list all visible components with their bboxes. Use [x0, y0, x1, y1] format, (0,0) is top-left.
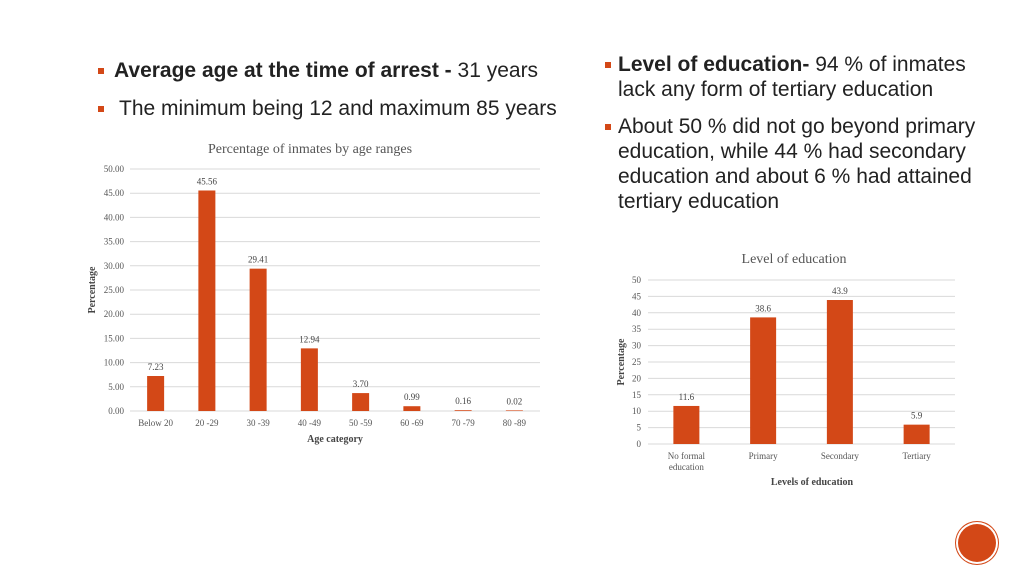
- bullet-marker-icon: [98, 106, 104, 112]
- y-tick-label: 45.00: [104, 188, 125, 198]
- y-tick-label: 30: [632, 341, 642, 351]
- y-tick-label: 35.00: [104, 237, 125, 247]
- data-label: 7.23: [148, 362, 164, 372]
- y-tick-label: 40: [632, 308, 642, 318]
- y-tick-label: 0: [637, 439, 642, 449]
- y-tick-label: 50.00: [104, 164, 125, 174]
- x-tick-label: 70 -79: [452, 418, 476, 428]
- x-tick-label: education: [669, 462, 704, 472]
- bar: [147, 376, 165, 411]
- y-tick-label: 15: [632, 390, 642, 400]
- y-tick-label: 20.00: [104, 309, 125, 319]
- x-tick-label: No formal: [668, 451, 706, 461]
- bullet-marker-icon: [98, 68, 104, 74]
- data-label: 0.16: [455, 396, 471, 406]
- data-label: 11.6: [679, 392, 695, 402]
- bar: [903, 424, 930, 444]
- bar: [352, 393, 370, 411]
- y-tick-label: 50: [632, 275, 642, 285]
- bullet-text: 31 years: [457, 59, 539, 82]
- y-axis-title: Percentage: [87, 266, 98, 314]
- data-label: 43.9: [832, 286, 848, 296]
- data-label: 12.94: [299, 334, 320, 344]
- data-label: 45.56: [197, 176, 218, 186]
- bullet-text: The minimum being 12 and maximum 85 year…: [119, 97, 557, 120]
- bullet-text: About 50 % did not go beyond primary edu…: [618, 115, 976, 213]
- y-tick-label: 20: [632, 373, 642, 383]
- x-tick-label: 50 -59: [349, 418, 373, 428]
- bullet-min-max-age: The minimum being 12 and maximum 85 year…: [98, 96, 598, 134]
- y-tick-label: 0.00: [108, 406, 124, 416]
- y-tick-label: 30.00: [104, 261, 125, 271]
- y-tick-label: 45: [632, 291, 642, 301]
- data-label: 0.02: [507, 396, 523, 406]
- y-tick-label: 40.00: [104, 212, 125, 222]
- x-tick-label: 40 -49: [298, 418, 322, 428]
- data-label: 29.41: [248, 255, 268, 265]
- y-tick-label: 35: [632, 324, 642, 334]
- bar: [454, 410, 472, 411]
- bar: [198, 190, 216, 411]
- x-tick-label: 60 -69: [400, 418, 424, 428]
- x-axis-title: Levels of education: [771, 477, 854, 488]
- y-tick-label: 25.00: [104, 285, 125, 295]
- bullet-marker-icon: [605, 62, 611, 68]
- bullet-bold-text: Level of education-: [618, 53, 810, 76]
- bar: [249, 268, 267, 411]
- bar: [750, 317, 777, 444]
- chart-title: Level of education: [742, 252, 847, 267]
- data-label: 5.9: [911, 411, 923, 421]
- x-axis-title: Age category: [307, 434, 363, 445]
- data-label: 3.70: [353, 379, 369, 389]
- y-tick-label: 15.00: [104, 333, 125, 343]
- y-tick-label: 10.00: [104, 358, 125, 368]
- bullet-text: 94 % of inmates lack any form of tertiar…: [618, 53, 966, 101]
- y-axis-title: Percentage: [616, 338, 627, 386]
- bar: [300, 348, 318, 411]
- bullet-marker-icon: [605, 124, 611, 130]
- y-tick-label: 25: [632, 357, 642, 367]
- x-tick-label: Secondary: [821, 451, 859, 461]
- right-bullet-list: Level of education- 94 % of inmates lack…: [605, 52, 1005, 226]
- x-tick-label: Primary: [749, 451, 778, 461]
- bullet-average-age: Average age at the time of arrest - 31 y…: [98, 58, 598, 96]
- data-label: 0.99: [404, 392, 420, 402]
- chart-title: Percentage of inmates by age ranges: [208, 142, 412, 157]
- y-tick-label: 10: [632, 406, 642, 416]
- bullet-education-level: Level of education- 94 % of inmates lack…: [605, 52, 1005, 102]
- bullet-education-breakdown: About 50 % did not go beyond primary edu…: [605, 114, 1005, 214]
- y-tick-label: 5.00: [108, 382, 124, 392]
- bar: [673, 405, 700, 444]
- x-tick-label: 20 -29: [195, 418, 219, 428]
- x-tick-label: Below 20: [138, 418, 173, 428]
- data-label: 38.6: [755, 303, 771, 313]
- y-tick-label: 5: [637, 423, 642, 433]
- x-tick-label: Tertiary: [902, 451, 931, 461]
- bar: [505, 410, 523, 411]
- logo-icon: [958, 524, 996, 562]
- bar: [403, 406, 421, 411]
- left-bullet-list: Average age at the time of arrest - 31 y…: [98, 58, 598, 134]
- bar: [826, 300, 853, 444]
- bullet-bold-text: Average age at the time of arrest -: [114, 59, 458, 82]
- x-tick-label: 30 -39: [247, 418, 271, 428]
- x-tick-label: 80 -89: [503, 418, 527, 428]
